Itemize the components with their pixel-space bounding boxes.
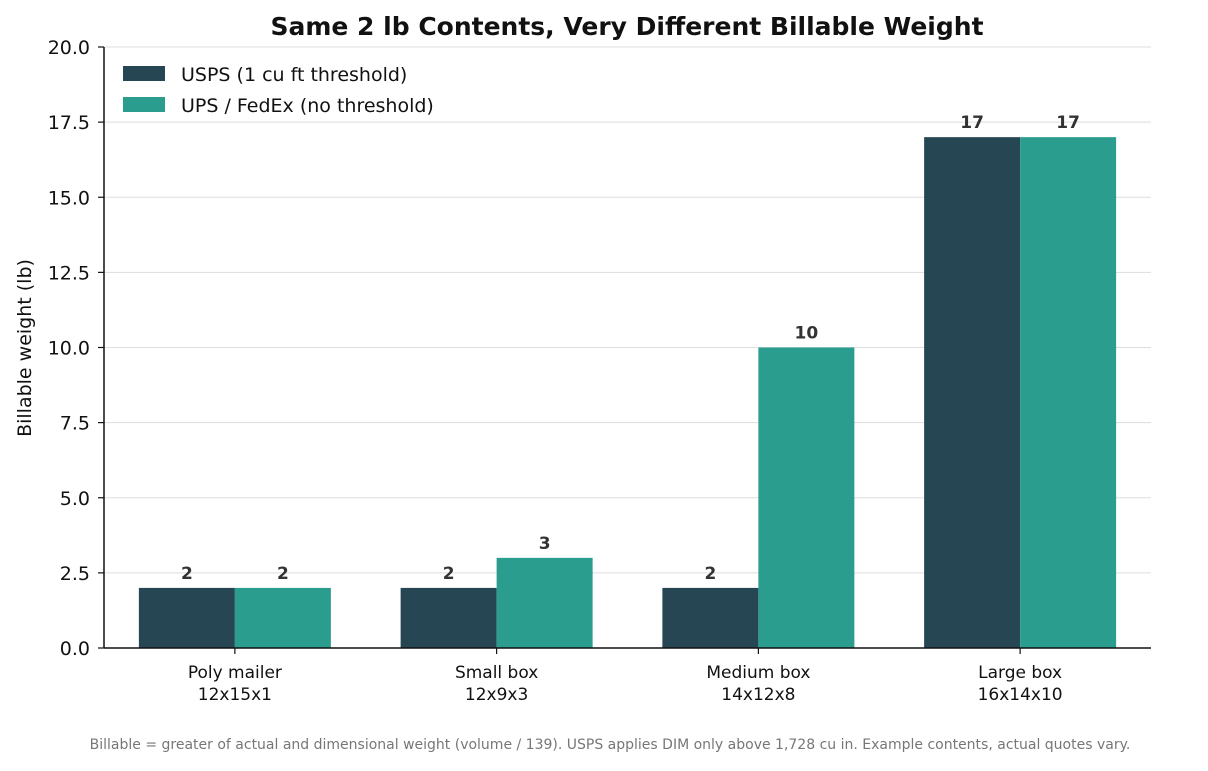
y-tick-label: 5.0 xyxy=(60,488,90,510)
bar xyxy=(1020,137,1117,648)
x-tick-label: 16x14x10 xyxy=(978,685,1063,705)
y-tick-label: 7.5 xyxy=(60,413,90,435)
bar xyxy=(662,587,759,648)
y-axis-ticks: 0.0 2.5 5.0 7.5 10.0 12.5 15.0 17.5 20.0 xyxy=(48,37,104,660)
bar-value-label: 2 xyxy=(181,564,193,584)
legend: USPS (1 cu ft threshold) UPS / FedEx (no … xyxy=(123,64,434,117)
y-tick-label: 10.0 xyxy=(48,338,90,360)
bar xyxy=(400,587,497,648)
y-tick-label: 2.5 xyxy=(60,563,90,585)
x-tick-label: Poly mailer xyxy=(188,663,282,683)
bar xyxy=(138,587,235,648)
chart-title: Same 2 lb Contents, Very Different Billa… xyxy=(270,12,983,41)
value-labels: 2 2 2 3 2 10 17 17 xyxy=(181,113,1080,584)
x-tick-label: Medium box xyxy=(706,663,810,683)
x-tick-label: 12x15x1 xyxy=(198,685,272,705)
y-tick-label: 20.0 xyxy=(48,37,90,59)
legend-label: USPS (1 cu ft threshold) xyxy=(181,64,407,86)
bar-value-label: 17 xyxy=(960,113,984,133)
bar-value-label: 2 xyxy=(443,564,455,584)
bar-value-label: 10 xyxy=(795,324,819,344)
bar-value-label: 2 xyxy=(277,564,289,584)
bar xyxy=(758,347,855,648)
x-tick-label: 12x9x3 xyxy=(465,685,528,705)
bar xyxy=(924,137,1021,648)
y-tick-label: 17.5 xyxy=(48,112,90,134)
gridlines xyxy=(104,46,1151,649)
y-axis-label: Billable weight (lb) xyxy=(14,259,36,437)
legend-swatch xyxy=(123,97,165,112)
legend-label: UPS / FedEx (no threshold) xyxy=(181,95,434,117)
y-tick-label: 12.5 xyxy=(48,262,90,284)
x-tick-label: 14x12x8 xyxy=(721,685,795,705)
y-tick-label: 0.0 xyxy=(60,638,90,660)
x-tick-label: Large box xyxy=(978,663,1062,683)
bar-value-label: 3 xyxy=(539,534,551,554)
x-tick-label: Small box xyxy=(455,663,538,683)
y-tick-label: 15.0 xyxy=(48,187,90,209)
legend-swatch xyxy=(123,66,165,81)
bar-value-label: 2 xyxy=(704,564,716,584)
bar xyxy=(234,587,331,648)
bar-value-label: 17 xyxy=(1056,113,1080,133)
footnote: Billable = greater of actual and dimensi… xyxy=(90,737,1131,753)
bar xyxy=(496,557,593,648)
bars xyxy=(138,137,1117,648)
